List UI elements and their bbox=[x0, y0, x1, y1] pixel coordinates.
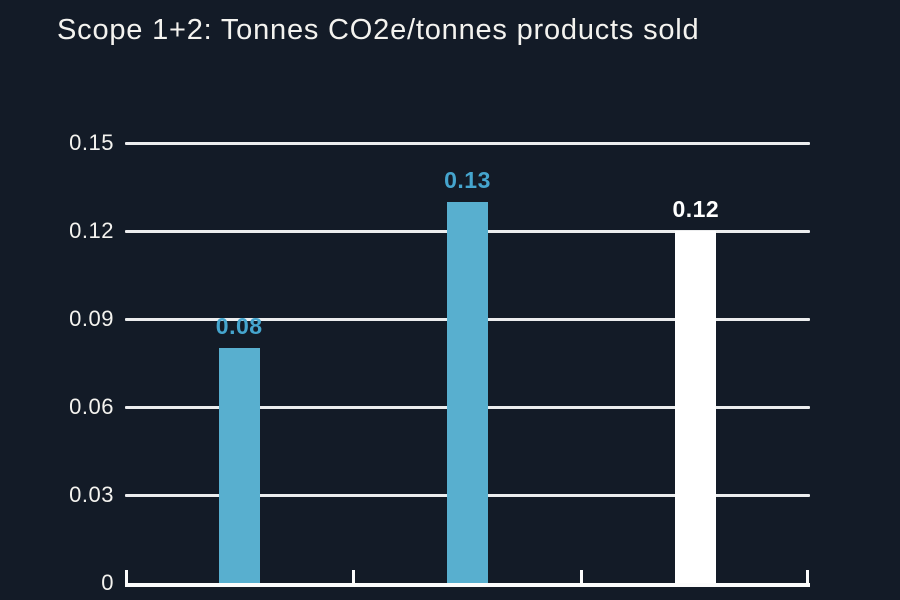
bar-value-label: 0.08 bbox=[215, 313, 263, 340]
x-axis-line bbox=[125, 583, 810, 587]
gridline bbox=[125, 141, 810, 145]
x-axis-tick bbox=[580, 570, 584, 583]
bar bbox=[675, 231, 717, 583]
bar bbox=[447, 201, 488, 583]
y-axis-tick-label: 0.09 bbox=[69, 306, 114, 331]
y-axis-tick-label: 0.12 bbox=[69, 218, 114, 243]
bar-value-label: 0.13 bbox=[444, 166, 491, 193]
y-axis-tick-label: 0.06 bbox=[69, 394, 114, 419]
y-axis-tick-label: 0.03 bbox=[69, 482, 114, 507]
y-axis-tick-label: 0 bbox=[101, 570, 114, 595]
x-axis-tick bbox=[125, 570, 128, 583]
bar-value-label: 0.12 bbox=[672, 196, 720, 222]
bar bbox=[218, 348, 260, 583]
x-axis-tick bbox=[805, 570, 809, 583]
chart-title: Scope 1+2: Tonnes CO2e/tonnes products s… bbox=[57, 14, 700, 46]
y-axis-tick-label: 0.15 bbox=[69, 130, 114, 155]
plot-area: 0 0.03 0.06 0.09 0.12 0.15 0.08 0.13 0.12 bbox=[69, 130, 810, 595]
x-axis-tick bbox=[351, 570, 355, 583]
